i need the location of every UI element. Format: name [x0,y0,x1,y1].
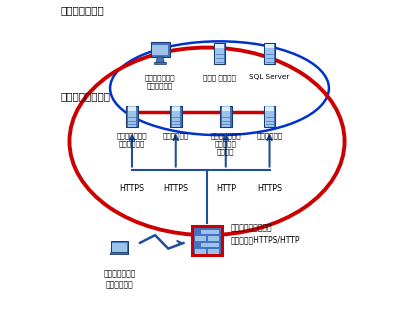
FancyBboxPatch shape [201,243,212,247]
FancyBboxPatch shape [215,44,223,64]
Polygon shape [155,57,164,62]
FancyBboxPatch shape [150,42,169,57]
FancyBboxPatch shape [171,107,179,111]
FancyBboxPatch shape [263,106,275,127]
Text: 配布ポイント: 配布ポイント [256,133,282,139]
Text: HTTP: HTTP [215,184,235,192]
Text: ソフトウェアの
更新ポイント: ソフトウェアの 更新ポイント [116,133,147,147]
Text: フォールバック
ステータス
ポイント: フォールバック ステータス ポイント [210,133,240,155]
FancyBboxPatch shape [128,107,136,111]
FancyBboxPatch shape [195,249,206,254]
Text: イントラネット: イントラネット [60,5,104,15]
Text: HTTPS: HTTPS [163,184,188,192]
FancyBboxPatch shape [207,236,218,241]
FancyBboxPatch shape [221,106,229,127]
FancyBboxPatch shape [169,106,181,127]
FancyBboxPatch shape [265,107,273,111]
FancyBboxPatch shape [126,106,138,127]
FancyBboxPatch shape [171,106,179,127]
FancyBboxPatch shape [265,106,273,127]
FancyBboxPatch shape [213,43,225,64]
Text: SQL Server: SQL Server [249,74,289,80]
FancyBboxPatch shape [265,44,273,64]
FancyBboxPatch shape [207,230,218,234]
Text: インターネット
クライアント: インターネット クライアント [103,269,135,289]
FancyBboxPatch shape [263,43,275,64]
FancyBboxPatch shape [215,44,223,48]
Text: 管理ポイント: 管理ポイント [162,133,188,139]
FancyBboxPatch shape [207,249,218,254]
Polygon shape [154,62,166,64]
Polygon shape [111,241,128,253]
Text: HTTPS: HTTPS [256,184,281,192]
Polygon shape [112,242,126,252]
FancyBboxPatch shape [192,226,221,256]
FancyBboxPatch shape [219,106,231,127]
Text: HTTPS: HTTPS [119,184,144,192]
Text: ファイアウォール：
受信許可：HTTPS/HTTP: ファイアウォール： 受信許可：HTTPS/HTTP [230,223,299,244]
FancyBboxPatch shape [221,107,229,111]
FancyBboxPatch shape [128,106,136,127]
Text: イントラネット
クライアント: イントラネット クライアント [145,74,175,89]
FancyBboxPatch shape [152,45,168,56]
Text: 周辺ネットワーク: 周辺ネットワーク [60,91,110,101]
Text: サイト サーバー: サイト サーバー [202,74,235,81]
FancyBboxPatch shape [195,236,206,241]
FancyBboxPatch shape [201,230,212,234]
FancyBboxPatch shape [265,44,273,48]
Polygon shape [110,253,128,255]
FancyBboxPatch shape [207,243,218,247]
